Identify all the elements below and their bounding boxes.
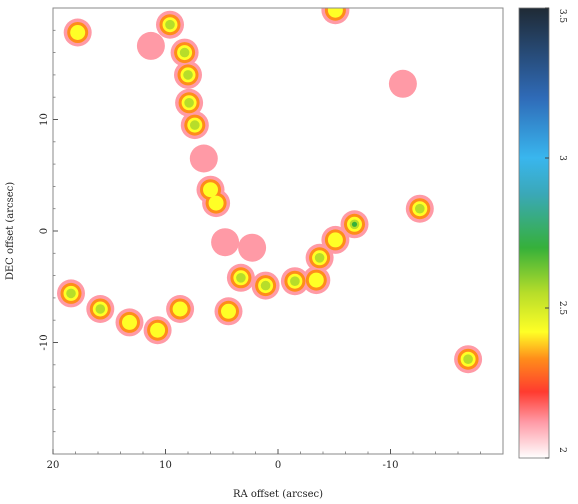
colorbar-gradient <box>518 7 550 459</box>
emission-feature-10-level-2.2 <box>211 228 240 257</box>
emission-feature-26-level-2.45 <box>327 8 343 18</box>
emission-feature-2-level-2.2 <box>136 31 165 60</box>
x-axis: 20 10 0 -10 <box>47 449 481 471</box>
emission-feature-8-level-2.45 <box>203 182 218 198</box>
colorbar-tick-label: 2.5 <box>557 301 567 316</box>
colorbar-tick-label: 3 <box>557 155 567 161</box>
emission-feature-9-level-2.45 <box>208 195 224 211</box>
emission-feature-0-level-2.45 <box>70 25 86 40</box>
emission-feature-16-level-2.6 <box>314 252 325 263</box>
y-axis-title: DEC offset (arcsec) <box>5 182 16 280</box>
emission-feature-5-level-2.6 <box>184 98 194 108</box>
emission-feature-13-level-2.6 <box>260 280 271 291</box>
y-tick-label: 0 <box>39 228 50 234</box>
emission-feature-3-level-2.6 <box>179 47 190 58</box>
emission-feature-1-level-2.6 <box>165 19 175 30</box>
emission-feature-14-level-2.6 <box>290 276 300 287</box>
y-tick-label: 10 <box>39 113 50 126</box>
emission-feature-4-level-2.6 <box>183 70 193 80</box>
colorbar-ticks: 2 2.5 3 3.5 <box>545 7 567 459</box>
y-axis: 10 0 -10 <box>39 29 58 433</box>
emission-feature-18-level-2.45 <box>327 232 343 248</box>
emission-feature-6-level-2.6 <box>190 120 200 130</box>
emission-feature-22-level-2.6 <box>66 288 76 299</box>
emission-feature-24-level-2.45 <box>122 314 137 330</box>
emission-feature-17-level-2.75 <box>351 221 358 227</box>
x-tick-label: 10 <box>159 460 172 471</box>
x-tick-label: -10 <box>382 460 398 471</box>
emission-feature-23-level-2.6 <box>95 304 106 314</box>
emission-feature-20-level-2.45 <box>221 303 236 319</box>
emission-feature-25-level-2.45 <box>150 322 166 338</box>
emission-feature-19-level-2.45 <box>172 301 188 317</box>
colorbar-tick-label: 3.5 <box>557 9 567 24</box>
colorbar-tick-label: 2 <box>557 447 567 453</box>
x-tick-label: 20 <box>47 460 60 471</box>
colorbar: 2 2.5 3 3.5 <box>518 7 567 459</box>
emission-feature-27-level-2.2 <box>388 69 417 98</box>
x-axis-title: RA offset (arcsec) <box>233 489 323 500</box>
emission-feature-7-level-2.2 <box>189 144 218 173</box>
emission-feature-28-level-2.6 <box>415 203 425 214</box>
emission-feature-21-level-2.2 <box>238 233 267 262</box>
emission-feature-29-level-2.6 <box>463 354 473 365</box>
plot-background <box>53 8 503 454</box>
emission-feature-15-level-2.45 <box>308 272 324 288</box>
y-tick-label: -10 <box>39 334 50 350</box>
emission-feature-12-level-2.6 <box>236 273 246 283</box>
emission-map <box>57 8 483 374</box>
x-tick-label: 0 <box>275 460 281 471</box>
